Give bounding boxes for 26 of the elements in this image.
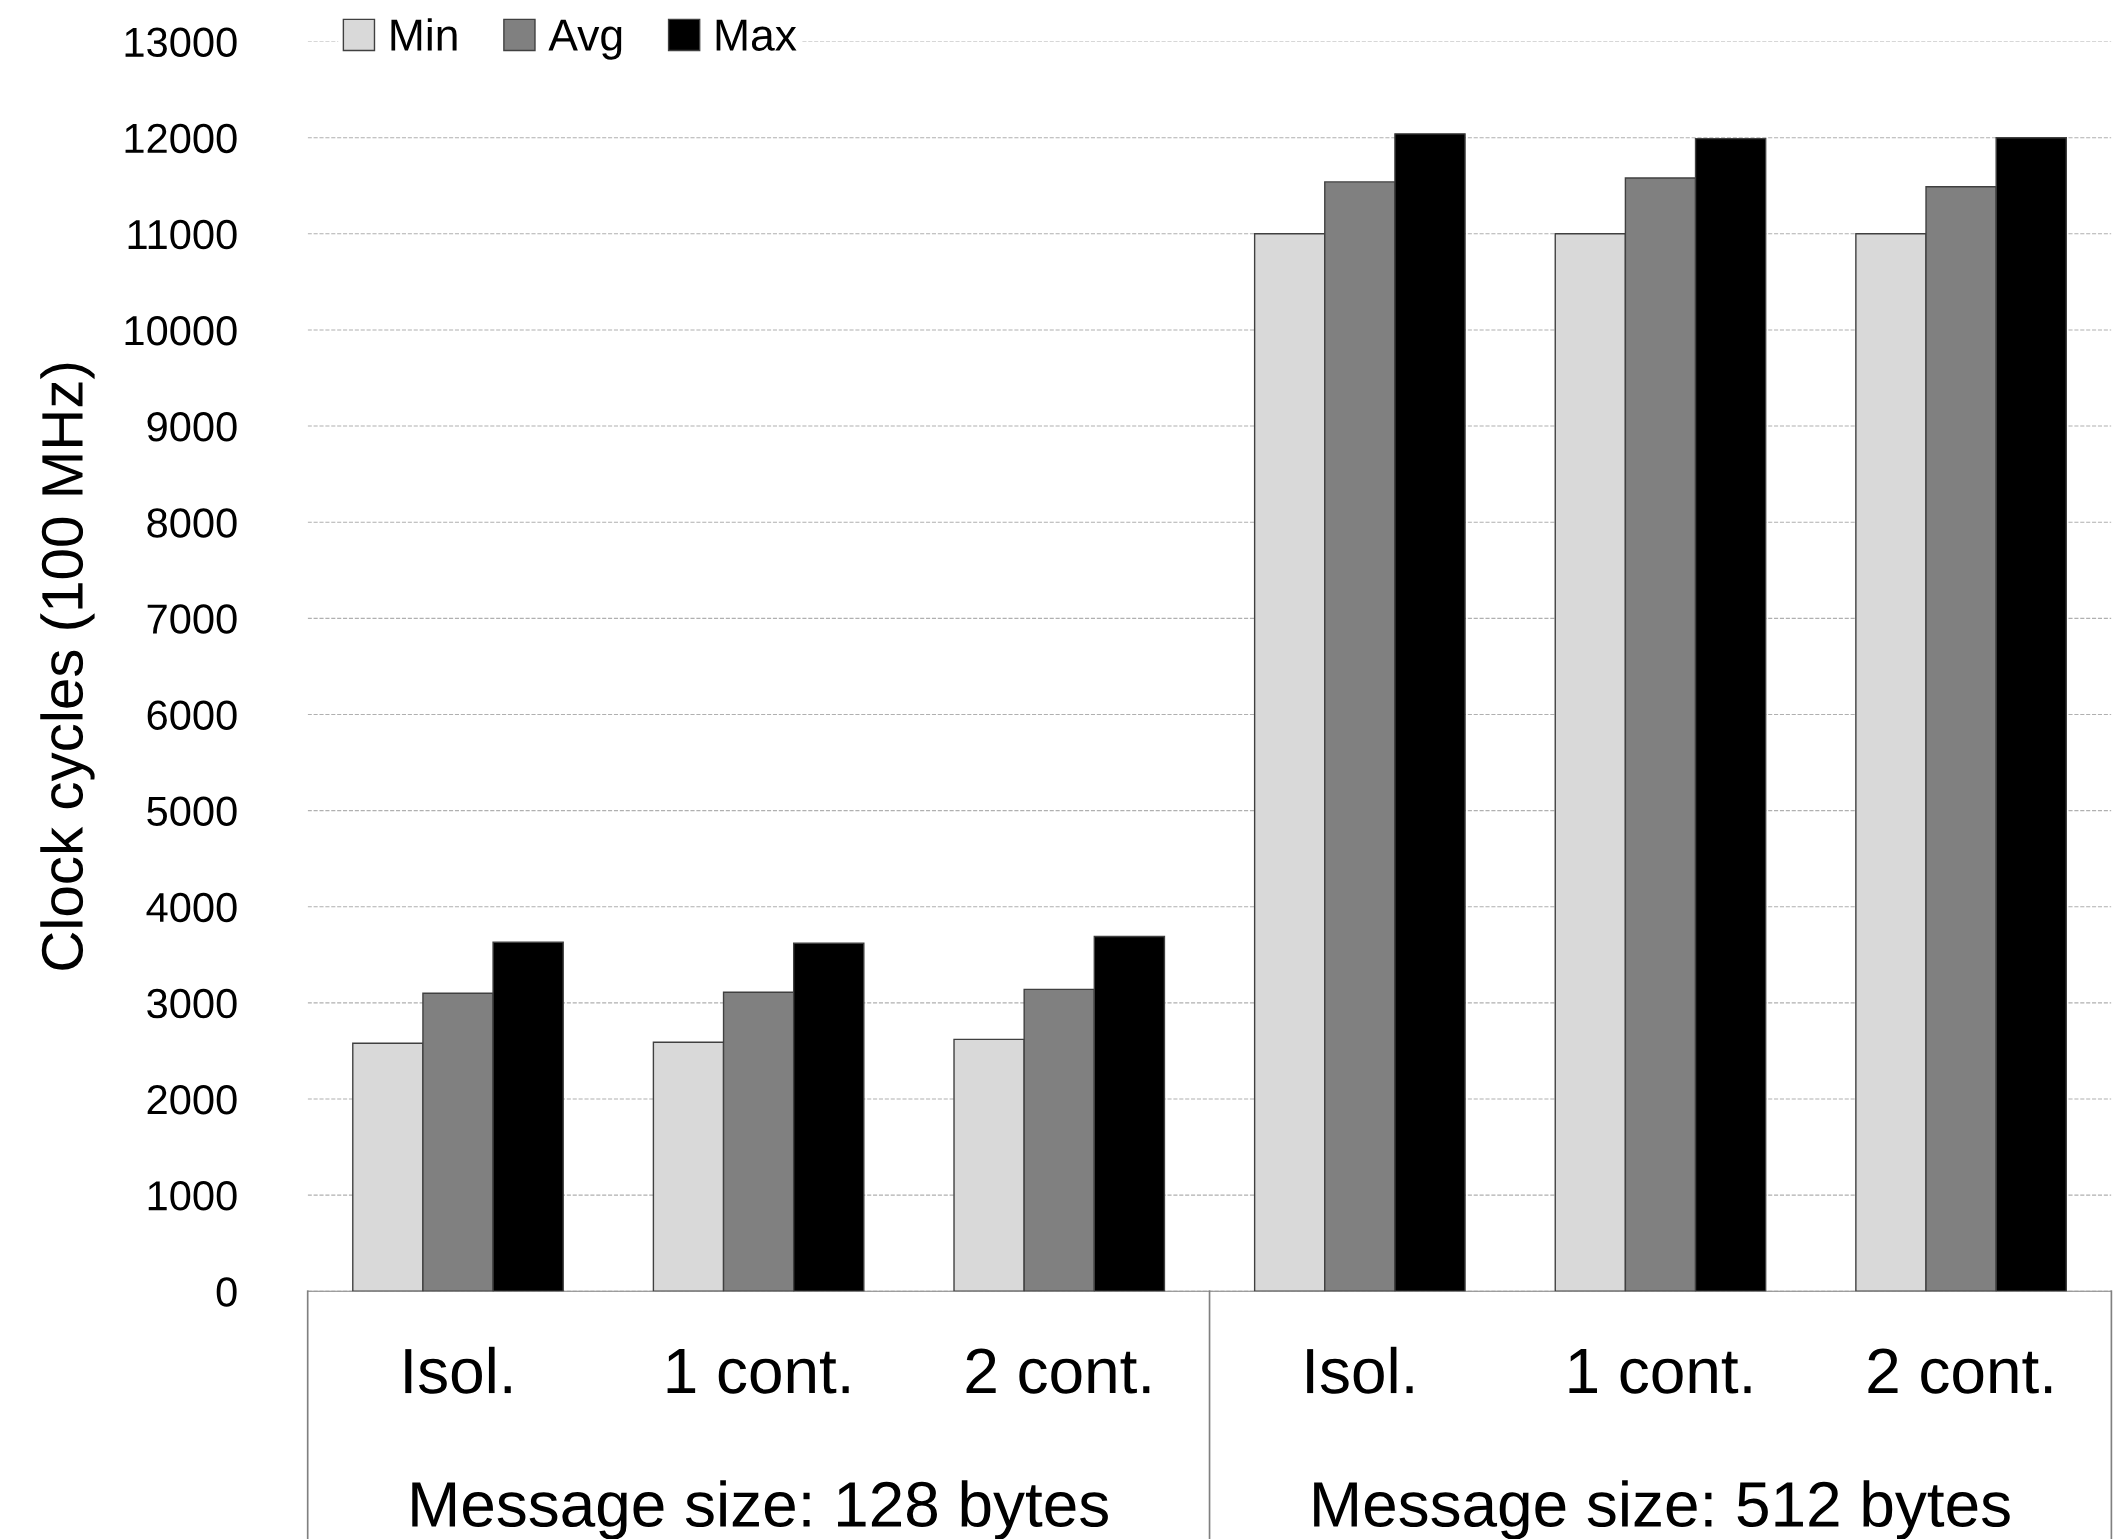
legend-label: Min	[391, 18, 457, 51]
y-tick-label: 7000	[147, 604, 237, 634]
text: Message size: 512 bytes	[1314, 1480, 2010, 1539]
y-tick-label: 2000	[147, 1084, 237, 1115]
x-tick-label: 2 cont.	[966, 1348, 1150, 1394]
y-tick-label: 10000	[125, 315, 237, 346]
y-tick-label: 8000	[147, 508, 237, 538]
y-tick-label: 5000	[147, 796, 237, 827]
y-tick-label: 11000	[128, 219, 237, 250]
x-tick-label: 2 cont.	[1868, 1348, 2052, 1394]
y-tick-label: 13000	[125, 27, 237, 58]
legend-label: Avg	[548, 19, 622, 60]
x-tick-label: 1 cont.	[667, 1349, 849, 1394]
y-tick-label: 9000	[147, 412, 237, 442]
x-tick-label: Isol.	[405, 1346, 511, 1394]
y-axis-title: Clock cycles (100 MHz)	[40, 363, 95, 970]
x-tick-label: 1 cont.	[1569, 1349, 1751, 1394]
y-tick-label: 4000	[146, 892, 237, 923]
y-tick-label: 12000	[125, 123, 237, 154]
legend-label: Max	[716, 19, 797, 51]
y-tick-label: 3000	[147, 988, 237, 1019]
y-tick-label: 6000	[147, 700, 237, 730]
y-tick-label: 1000	[148, 1181, 237, 1211]
text: Message size: 128 bytes	[412, 1480, 1108, 1539]
x-tick-label: Isol.	[1307, 1346, 1413, 1394]
y-tick-label: 0	[216, 1277, 237, 1307]
